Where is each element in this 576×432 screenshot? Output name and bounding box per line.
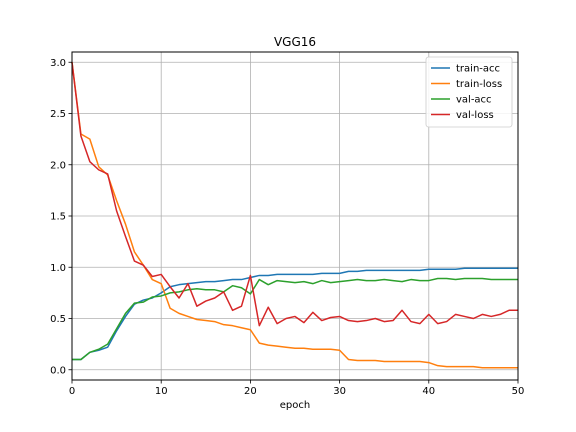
- x-tick-label: 20: [244, 386, 257, 397]
- x-tick-label: 10: [155, 386, 168, 397]
- x-tick-label: 30: [333, 386, 346, 397]
- legend-label-val-acc: val-acc: [456, 95, 492, 106]
- x-tick-label: 40: [422, 386, 435, 397]
- y-tick-label: 2.5: [50, 109, 66, 120]
- legend-label-train-loss: train-loss: [456, 79, 502, 90]
- y-tick-label: 0.0: [50, 365, 66, 376]
- x-axis-label: epoch: [280, 400, 310, 411]
- x-tick-label: 0: [69, 386, 75, 397]
- y-tick-label: 0.5: [50, 314, 66, 325]
- y-tick-label: 3.0: [50, 58, 66, 69]
- x-tick-label: 50: [512, 386, 525, 397]
- legend-label-train-acc: train-acc: [456, 64, 500, 75]
- chart-title: VGG16: [274, 35, 316, 49]
- legend-label-val-loss: val-loss: [456, 110, 494, 121]
- y-tick-label: 1.5: [50, 212, 66, 223]
- y-tick-label: 1.0: [50, 263, 66, 274]
- legend: train-acc train-loss val-acc val-loss: [426, 57, 512, 127]
- y-tick-label: 2.0: [50, 160, 66, 171]
